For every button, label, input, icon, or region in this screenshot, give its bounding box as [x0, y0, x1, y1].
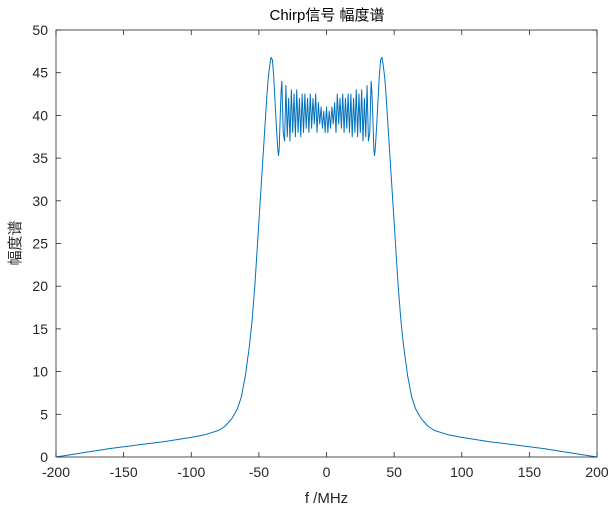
x-tick-label: -100	[177, 464, 205, 480]
x-tick-label: 50	[386, 464, 402, 480]
y-tick-label: 15	[32, 321, 48, 337]
y-tick-labels: 0 5 10 15 20 25 30 35 40 45 50	[32, 22, 48, 465]
x-tick-labels: -200 -150 -100 -50 0 50 100 150 200	[42, 464, 609, 480]
y-tick-label: 20	[32, 278, 48, 294]
x-tick-label: 0	[323, 464, 331, 480]
x-axis-title: f /MHz	[305, 490, 348, 507]
plot-frame	[55, 29, 598, 458]
chart-title: Chirp信号 幅度谱	[269, 7, 384, 24]
y-tick-label: 0	[40, 449, 48, 465]
plot-area	[56, 30, 597, 457]
y-tick-label: 10	[32, 364, 48, 380]
y-tick-label: 50	[32, 22, 48, 38]
y-tick-label: 30	[32, 193, 48, 209]
y-tick-label: 45	[32, 65, 48, 81]
series-line	[55, 56, 598, 458]
y-tick-label: 40	[32, 107, 48, 123]
y-tick-label: 25	[32, 236, 48, 252]
x-tick-label: 150	[518, 464, 542, 480]
x-tick-label: -150	[110, 464, 138, 480]
x-tick-label: 200	[585, 464, 609, 480]
x-tick-label: -50	[249, 464, 269, 480]
y-axis-title: 幅度谱	[7, 220, 24, 265]
x-tick-label: 100	[450, 464, 474, 480]
y-tick-label: 5	[40, 406, 48, 422]
x-tick-label: -200	[42, 464, 70, 480]
y-tick-label: 35	[32, 150, 48, 166]
